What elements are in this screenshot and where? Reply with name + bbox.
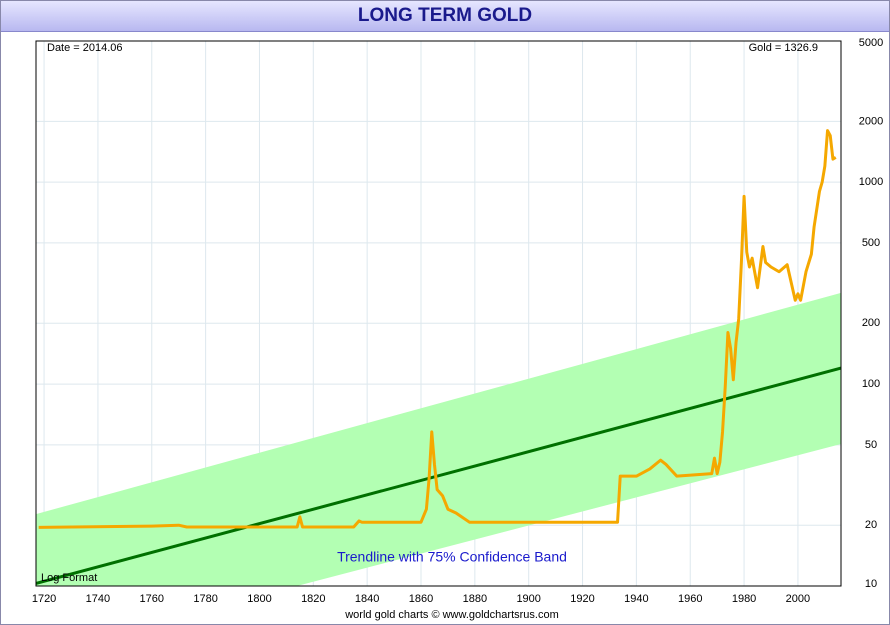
source: world gold charts © www.goldchartsrus.co…	[344, 609, 559, 621]
x-tick-label: 1940	[624, 593, 648, 605]
x-tick-label: 2000	[786, 593, 810, 605]
date-label: Date = 2014.06	[47, 42, 123, 54]
x-tick-label: 1880	[463, 593, 487, 605]
y-tick-label: 20	[865, 519, 877, 531]
x-tick-label: 1760	[140, 593, 164, 605]
series-line	[36, 366, 841, 585]
x-tick-label: 1720	[32, 593, 56, 605]
x-tick-label: 1800	[247, 593, 271, 605]
chart-title: LONG TERM GOLD	[1, 1, 889, 32]
y-tick-label: 5000	[859, 37, 883, 49]
band-label: Trendline with 75% Confidence Band	[337, 549, 567, 565]
x-tick-label: 1840	[355, 593, 379, 605]
confidence-band	[36, 292, 841, 586]
x-tick-label: 1980	[732, 593, 756, 605]
labels: Date = 2014.06 Gold = 1326.9 Log Format …	[32, 37, 883, 621]
y-tick-label: 100	[862, 378, 880, 390]
x-tick-label: 1780	[193, 593, 217, 605]
y-tick-label: 10	[865, 578, 877, 590]
scale-note: Log Format	[41, 572, 97, 584]
x-tick-label: 1740	[86, 593, 110, 605]
y-tick-label: 500	[862, 237, 880, 249]
x-tick-label: 1900	[516, 593, 540, 605]
plot-border	[35, 40, 842, 587]
y-tick-label: 2000	[859, 115, 883, 127]
series-line	[38, 129, 837, 529]
x-tick-label: 1960	[678, 593, 702, 605]
value-label: Gold = 1326.9	[749, 42, 818, 54]
y-tick-label: 1000	[859, 176, 883, 188]
y-tick-label: 200	[862, 317, 880, 329]
marks	[36, 129, 841, 586]
x-tick-label: 1820	[301, 593, 325, 605]
x-tick-label: 1920	[570, 593, 594, 605]
y-tick-label: 50	[865, 439, 877, 451]
x-tick-label: 1860	[409, 593, 433, 605]
